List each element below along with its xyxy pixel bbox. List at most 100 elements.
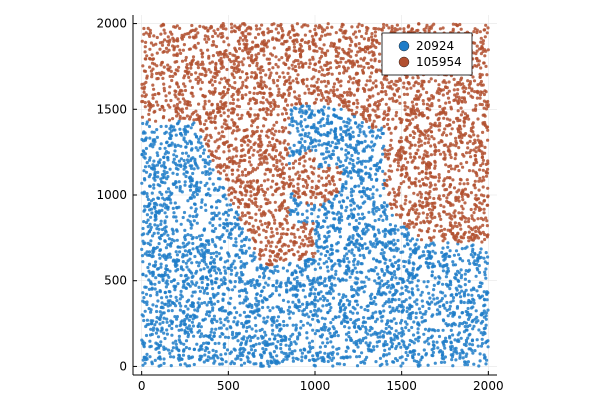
point-series-1: [345, 196, 350, 200]
point-series-1: [163, 146, 167, 150]
point-series-2: [328, 182, 332, 186]
point-series-2: [481, 185, 485, 189]
point-series-1: [448, 249, 452, 253]
point-series-2: [486, 159, 490, 163]
point-series-2: [451, 143, 455, 147]
point-series-1: [190, 294, 194, 298]
point-series-1: [234, 273, 238, 277]
point-series-2: [399, 120, 403, 124]
point-series-1: [477, 264, 481, 268]
point-series-1: [250, 280, 254, 285]
point-series-2: [484, 107, 489, 111]
point-series-2: [271, 193, 275, 197]
point-series-2: [295, 22, 299, 26]
point-series-2: [294, 68, 298, 73]
point-series-1: [441, 318, 445, 322]
point-series-1: [232, 320, 236, 324]
point-series-1: [286, 300, 290, 304]
point-series-2: [215, 138, 219, 142]
point-series-1: [467, 279, 471, 283]
point-series-2: [151, 104, 155, 108]
point-series-1: [245, 291, 249, 295]
point-series-2: [269, 71, 273, 75]
point-series-1: [147, 262, 152, 266]
point-series-1: [436, 260, 441, 264]
point-series-2: [309, 236, 313, 240]
point-series-1: [183, 249, 187, 253]
point-series-2: [333, 93, 337, 97]
point-series-1: [459, 276, 463, 280]
point-series-2: [364, 31, 368, 35]
point-series-1: [198, 289, 202, 293]
point-series-1: [413, 243, 417, 247]
point-series-2: [272, 133, 276, 137]
point-series-1: [461, 350, 465, 354]
point-series-2: [185, 106, 189, 110]
point-series-2: [240, 198, 244, 202]
point-series-1: [191, 241, 195, 246]
point-series-2: [359, 64, 363, 68]
point-series-1: [170, 326, 174, 331]
point-series-2: [320, 73, 324, 77]
point-series-2: [414, 222, 418, 226]
point-series-2: [460, 99, 464, 103]
point-series-1: [151, 274, 155, 278]
point-series-2: [188, 103, 192, 107]
point-series-1: [374, 360, 378, 364]
point-series-1: [224, 360, 228, 364]
point-series-2: [236, 39, 240, 43]
point-series-1: [323, 351, 327, 355]
point-series-1: [158, 248, 163, 252]
point-series-1: [195, 236, 199, 240]
point-series-2: [447, 100, 451, 104]
point-series-1: [372, 225, 376, 229]
point-series-1: [295, 122, 300, 126]
point-series-2: [291, 67, 295, 71]
point-series-2: [265, 112, 269, 117]
point-series-2: [317, 60, 321, 64]
point-series-1: [217, 211, 221, 215]
point-series-2: [283, 118, 287, 122]
point-series-2: [389, 131, 393, 135]
point-series-2: [404, 167, 408, 171]
point-series-1: [331, 356, 336, 360]
point-series-1: [200, 248, 204, 252]
point-series-1: [192, 362, 196, 367]
point-series-1: [276, 340, 280, 344]
point-series-2: [291, 79, 295, 83]
point-series-2: [280, 125, 284, 130]
point-series-1: [153, 223, 157, 227]
point-series-2: [437, 83, 441, 87]
point-series-1: [387, 284, 391, 288]
point-series-1: [353, 322, 357, 326]
point-series-1: [306, 134, 310, 139]
point-series-1: [437, 280, 441, 284]
point-series-2: [371, 94, 375, 98]
point-series-2: [437, 91, 441, 96]
point-series-1: [145, 192, 149, 196]
point-series-1: [171, 171, 175, 175]
point-series-2: [332, 183, 336, 187]
point-series-2: [377, 102, 382, 106]
point-series-2: [270, 240, 274, 244]
point-series-1: [340, 218, 344, 222]
point-series-2: [294, 77, 299, 81]
point-series-1: [329, 128, 333, 132]
point-series-2: [246, 56, 250, 60]
point-series-1: [235, 310, 239, 315]
point-series-1: [315, 239, 319, 243]
point-series-2: [368, 79, 372, 83]
point-series-2: [247, 160, 252, 164]
point-series-1: [450, 293, 454, 297]
point-series-1: [470, 338, 475, 342]
point-series-2: [233, 195, 237, 200]
point-series-1: [430, 270, 434, 274]
point-series-1: [159, 124, 163, 129]
point-series-2: [477, 188, 481, 192]
point-series-2: [241, 214, 245, 218]
point-series-2: [162, 49, 166, 54]
point-series-2: [322, 79, 327, 83]
point-series-1: [355, 270, 359, 274]
point-series-2: [485, 171, 490, 175]
point-series-2: [286, 71, 290, 75]
